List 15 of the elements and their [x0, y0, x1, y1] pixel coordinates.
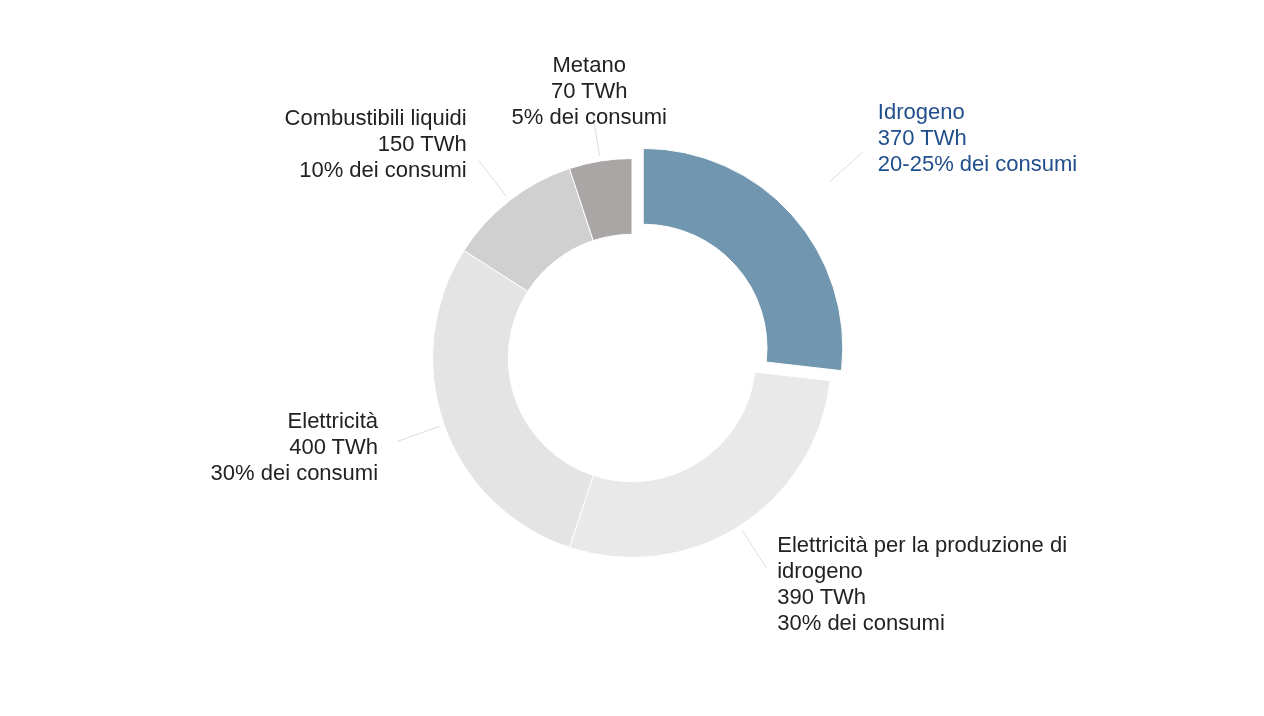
slice-label: Elettricità [287, 408, 379, 434]
data-label: 70 TWh [550, 77, 628, 103]
slice-label: Elettricità per la produzione di idrogeno [777, 532, 1068, 584]
slice-label: Combustibili liquidi [284, 105, 467, 131]
data-label: 150 TWh [377, 131, 467, 157]
slice-label: Idrogeno [877, 98, 965, 124]
data-label: 390 TWh [777, 584, 867, 610]
text: 10% dei consumi [299, 157, 467, 183]
data-label: 370 TWh [877, 124, 967, 150]
slice-label: Metano [552, 51, 626, 77]
data-label: 400 TWh [289, 434, 379, 460]
text: 30% dei consumi [210, 460, 379, 486]
text: 30% dei consumi [777, 610, 945, 636]
text: 20-25% dei consumi [877, 150, 1078, 176]
text: 5% dei consumi [511, 103, 667, 129]
